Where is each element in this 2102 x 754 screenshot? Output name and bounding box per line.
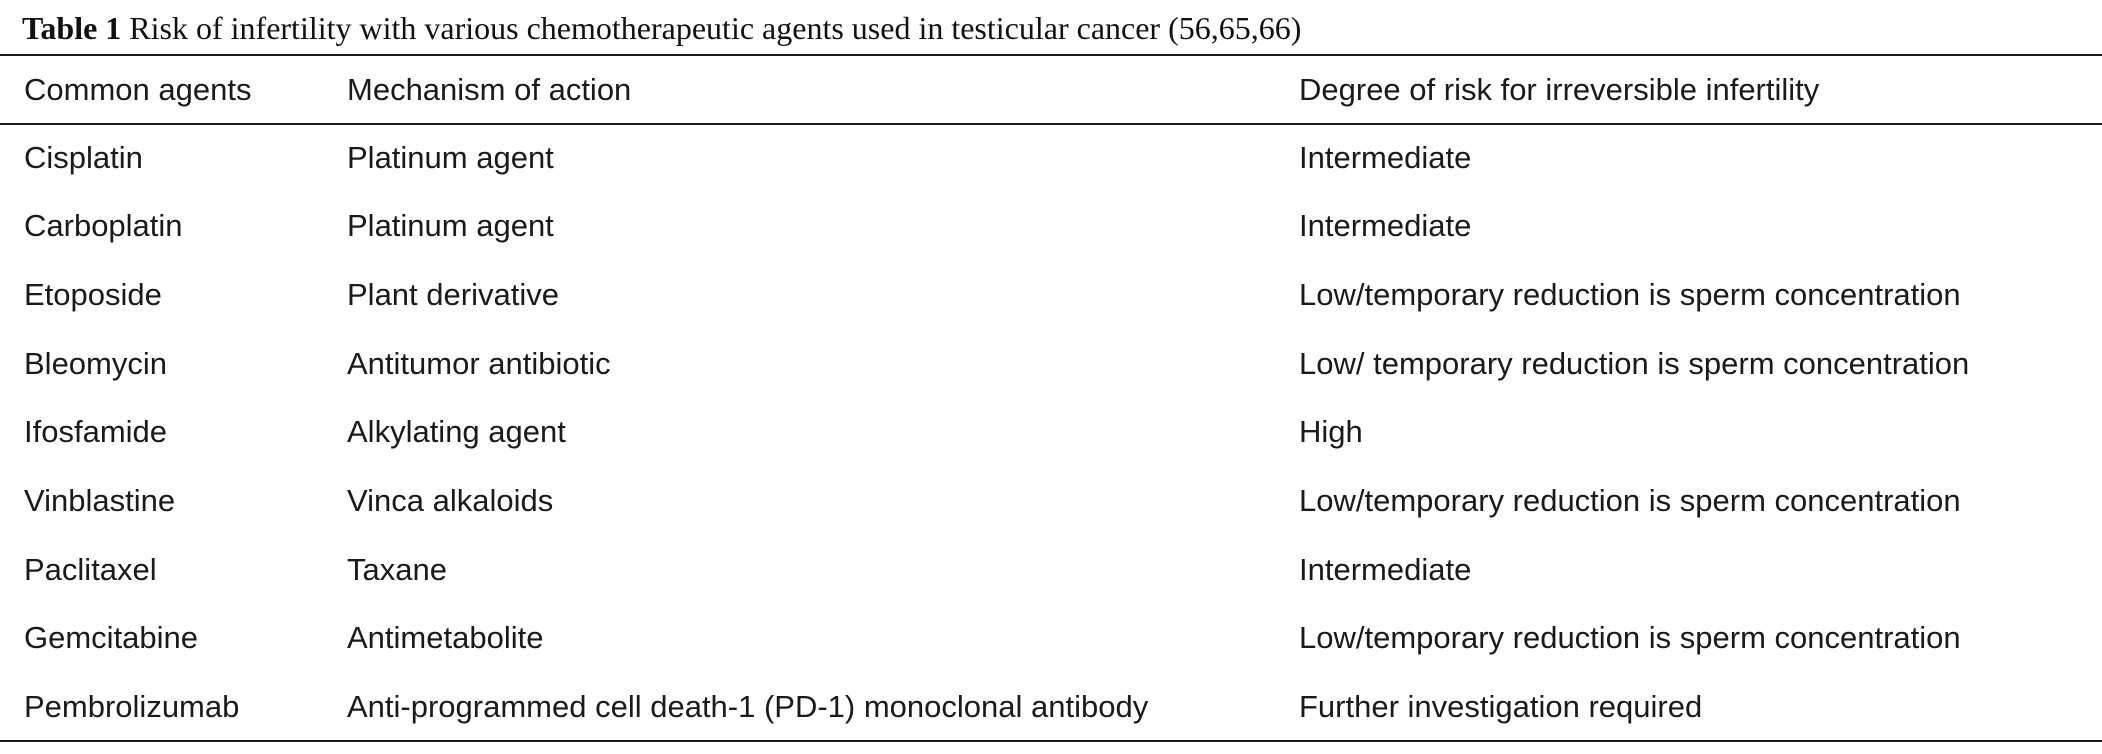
risk-cell: Intermediate — [1299, 208, 1472, 244]
risk-cell: Further investigation required — [1299, 689, 1703, 725]
risk-cell: Intermediate — [1299, 551, 1472, 587]
risk-cell: Low/temporary reduction is sperm concent… — [1299, 277, 1961, 313]
mechanism-cell: Plant derivative — [347, 277, 559, 313]
column-header-risk: Degree of risk for irreversible infertil… — [1299, 72, 1820, 107]
table-header-rule — [0, 123, 2102, 125]
mechanism-cell: Platinum agent — [347, 208, 554, 244]
agent-cell: Gemcitabine — [24, 620, 199, 656]
table-row: Gemcitabine Antimetabolite Low/temporary… — [0, 604, 2102, 673]
mechanism-cell: Taxane — [347, 551, 447, 587]
agent-cell: Ifosfamide — [24, 414, 168, 450]
table-row: Bleomycin Antitumor antibiotic Low/ temp… — [0, 329, 2102, 398]
agent-cell: Pembrolizumab — [24, 689, 240, 725]
table-row: Cisplatin Platinum agent Intermediate — [0, 124, 2102, 192]
chemotherapy-risk-table: Common agents Mechanism of action Degree… — [0, 56, 2102, 742]
table-row: Ifosfamide Alkylating agent High — [0, 398, 2102, 467]
agent-cell: Cisplatin — [24, 140, 143, 175]
table-caption-label: Table 1 — [22, 10, 122, 46]
risk-cell: High — [1299, 414, 1363, 450]
agent-cell: Carboplatin — [24, 208, 183, 244]
table-row: Paclitaxel Taxane Intermediate — [0, 535, 2102, 604]
table-row: Vinblastine Vinca alkaloids Low/temporar… — [0, 467, 2102, 536]
agent-cell: Vinblastine — [24, 483, 176, 519]
agent-cell: Etoposide — [24, 277, 162, 313]
table-header-row: Common agents Mechanism of action Degree… — [0, 56, 2102, 124]
mechanism-cell: Anti-programmed cell death-1 (PD-1) mono… — [347, 689, 1149, 725]
mechanism-cell: Platinum agent — [347, 140, 554, 175]
mechanism-cell: Alkylating agent — [347, 414, 566, 450]
column-header-mechanism: Mechanism of action — [347, 72, 632, 107]
table-row: Etoposide Plant derivative Low/temporary… — [0, 261, 2102, 330]
agent-cell: Paclitaxel — [24, 551, 157, 587]
table-top-rule — [0, 54, 2102, 56]
column-header-agents: Common agents — [24, 72, 252, 107]
risk-cell: Low/temporary reduction is sperm concent… — [1299, 483, 1961, 519]
table-caption-text: Risk of infertility with various chemoth… — [129, 10, 1302, 46]
mechanism-cell: Antitumor antibiotic — [347, 345, 611, 381]
risk-cell: Low/temporary reduction is sperm concent… — [1299, 620, 1961, 656]
mechanism-cell: Antimetabolite — [347, 620, 544, 656]
table-row: Carboplatin Platinum agent Intermediate — [0, 192, 2102, 261]
table-bottom-rule — [0, 740, 2102, 742]
mechanism-cell: Vinca alkaloids — [347, 483, 554, 519]
agent-cell: Bleomycin — [24, 345, 167, 381]
risk-cell: Low/ temporary reduction is sperm concen… — [1299, 345, 1970, 381]
risk-cell: Intermediate — [1299, 140, 1472, 175]
table-caption: Table 1 Risk of infertility with various… — [22, 6, 1301, 50]
table-row: Pembrolizumab Anti-programmed cell death… — [0, 673, 2102, 742]
